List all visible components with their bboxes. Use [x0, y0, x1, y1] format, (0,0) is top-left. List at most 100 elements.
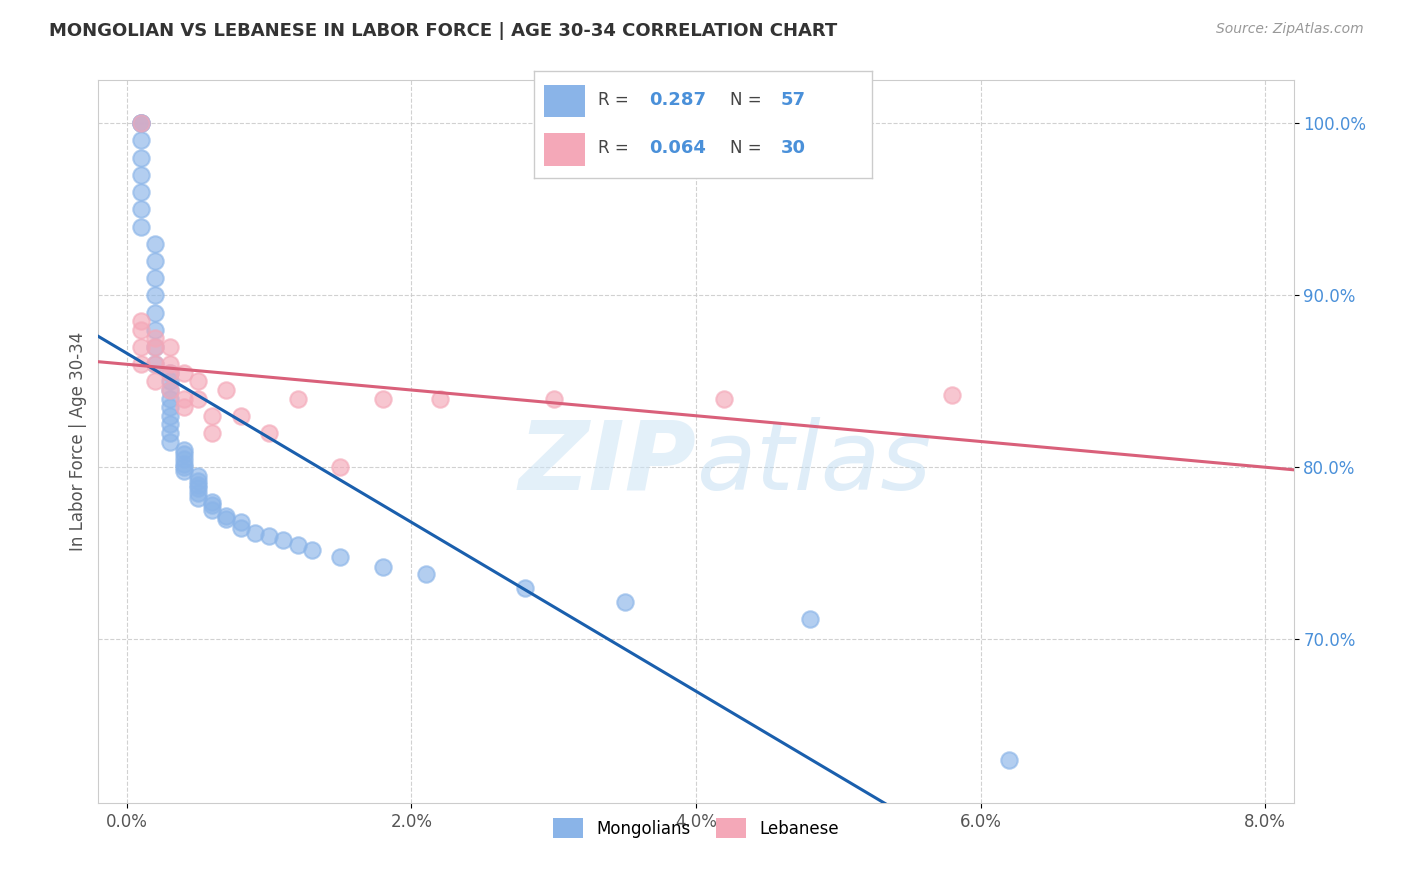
Point	[129, 340, 152, 354]
Point	[215, 508, 238, 523]
Point	[129, 116, 152, 130]
Point	[143, 253, 166, 268]
Point	[159, 400, 181, 414]
Point	[159, 383, 181, 397]
Y-axis label: In Labor Force | Age 30-34: In Labor Force | Age 30-34	[69, 332, 87, 551]
Text: N =: N =	[730, 139, 766, 157]
Point	[215, 383, 238, 397]
Point	[173, 464, 195, 478]
Point	[229, 409, 252, 423]
Point	[129, 202, 152, 217]
Point	[173, 446, 195, 460]
Point	[415, 566, 437, 581]
Point	[543, 392, 565, 406]
Point	[129, 116, 152, 130]
Point	[159, 434, 181, 449]
Point	[173, 457, 195, 471]
Point	[429, 392, 451, 406]
Point	[173, 451, 195, 466]
Point	[257, 529, 280, 543]
Point	[257, 425, 280, 440]
Point	[287, 538, 309, 552]
Point	[215, 512, 238, 526]
Text: R =: R =	[599, 91, 634, 109]
Point	[159, 417, 181, 432]
Point	[159, 383, 181, 397]
Text: N =: N =	[730, 91, 766, 109]
Point	[371, 560, 394, 574]
Point	[159, 374, 181, 388]
Point	[201, 409, 224, 423]
Point	[273, 533, 295, 547]
Point	[173, 366, 195, 380]
Point	[129, 168, 152, 182]
Point	[143, 340, 166, 354]
Text: Source: ZipAtlas.com: Source: ZipAtlas.com	[1216, 22, 1364, 37]
Point	[187, 486, 209, 500]
Point	[187, 477, 209, 491]
Point	[201, 425, 224, 440]
Point	[159, 409, 181, 423]
Point	[129, 357, 152, 371]
Point	[371, 392, 394, 406]
Point	[143, 340, 166, 354]
Point	[998, 753, 1021, 767]
Point	[129, 219, 152, 234]
Bar	[544, 86, 585, 118]
Point	[143, 357, 166, 371]
Point	[229, 520, 252, 534]
Point	[143, 331, 166, 345]
Text: ZIP: ZIP	[517, 417, 696, 509]
Point	[287, 392, 309, 406]
Bar	[544, 134, 585, 166]
Point	[129, 116, 152, 130]
Point	[187, 469, 209, 483]
Point	[129, 151, 152, 165]
Text: 30: 30	[780, 139, 806, 157]
Point	[159, 392, 181, 406]
Point	[799, 612, 821, 626]
Point	[515, 581, 537, 595]
Point	[129, 323, 152, 337]
Point	[159, 366, 181, 380]
Point	[187, 474, 209, 488]
Point	[173, 460, 195, 475]
Point	[187, 392, 209, 406]
Text: atlas: atlas	[696, 417, 931, 509]
Text: MONGOLIAN VS LEBANESE IN LABOR FORCE | AGE 30-34 CORRELATION CHART: MONGOLIAN VS LEBANESE IN LABOR FORCE | A…	[49, 22, 838, 40]
Point	[143, 323, 166, 337]
Legend: Mongolians, Lebanese: Mongolians, Lebanese	[547, 812, 845, 845]
Point	[229, 516, 252, 530]
Point	[129, 185, 152, 199]
Point	[159, 425, 181, 440]
Text: 0.287: 0.287	[650, 91, 706, 109]
Point	[159, 340, 181, 354]
Point	[143, 288, 166, 302]
Point	[941, 388, 963, 402]
Point	[143, 357, 166, 371]
Point	[129, 314, 152, 328]
Point	[173, 400, 195, 414]
Text: R =: R =	[599, 139, 634, 157]
Text: 57: 57	[780, 91, 806, 109]
Point	[201, 494, 224, 508]
Point	[187, 374, 209, 388]
Point	[173, 443, 195, 458]
Point	[159, 357, 181, 371]
Point	[143, 305, 166, 319]
Point	[713, 392, 735, 406]
Point	[129, 133, 152, 147]
Point	[143, 374, 166, 388]
Point	[329, 549, 352, 564]
Point	[243, 525, 266, 540]
Point	[143, 236, 166, 251]
Point	[173, 392, 195, 406]
Point	[201, 503, 224, 517]
Point	[329, 460, 352, 475]
Point	[301, 542, 323, 557]
Point	[613, 594, 636, 608]
Text: 0.064: 0.064	[650, 139, 706, 157]
Point	[159, 366, 181, 380]
Point	[201, 498, 224, 512]
Point	[187, 481, 209, 495]
